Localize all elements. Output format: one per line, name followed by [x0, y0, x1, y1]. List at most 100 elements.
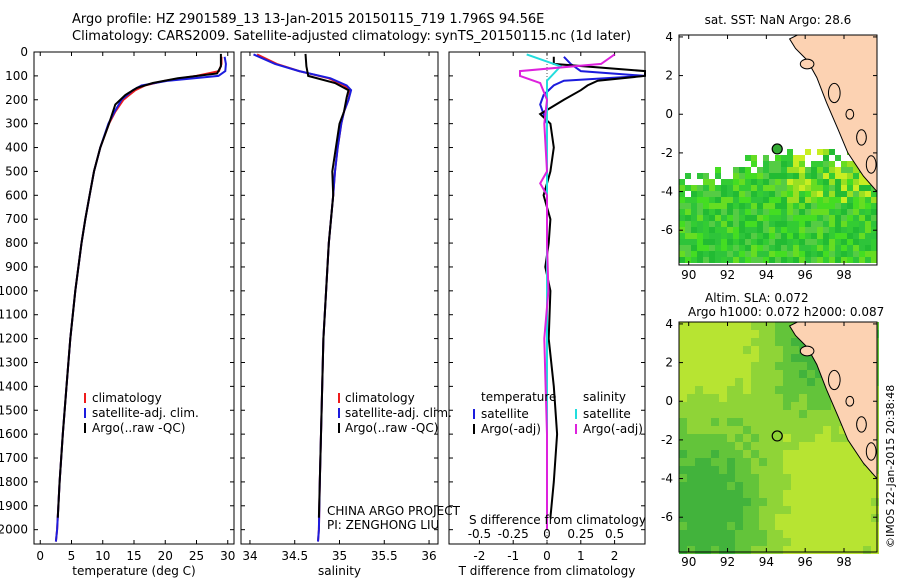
- sla-cell: [727, 338, 735, 346]
- sst-cell: [835, 185, 841, 191]
- sla-cell: [687, 386, 695, 394]
- lat-tick-label: -6: [661, 223, 673, 237]
- sst-cell: [811, 227, 817, 233]
- sla-cell: [711, 330, 719, 338]
- x-axis-label: temperature (deg C): [72, 564, 195, 578]
- sla-cell: [703, 386, 711, 394]
- sst-cell: [757, 185, 763, 191]
- sla-cell: [807, 482, 815, 490]
- sst-cell: [847, 203, 853, 209]
- sla-cell: [743, 418, 751, 426]
- sst-cell: [715, 251, 721, 257]
- sst-cell: [787, 179, 793, 185]
- sst-cell: [865, 203, 871, 209]
- sst-cell: [721, 245, 727, 251]
- sst-cell: [811, 215, 817, 221]
- land-island: [856, 416, 867, 433]
- sst-cell: [757, 167, 763, 173]
- sst-cell: [787, 161, 793, 167]
- sla-cell: [775, 362, 783, 370]
- sst-cell: [763, 173, 769, 179]
- sst-cell: [793, 155, 799, 161]
- sla-cell: [687, 442, 695, 450]
- sst-cell: [841, 179, 847, 185]
- sla-cell: [687, 402, 695, 410]
- sla-cell: [783, 474, 791, 482]
- sla-cell: [775, 450, 783, 458]
- sst-cell: [829, 227, 835, 233]
- depth-tick-label: 1600: [0, 427, 28, 441]
- x-tick-label: 2: [611, 549, 619, 563]
- sst-cell: [727, 221, 733, 227]
- sst-cell: [781, 197, 787, 203]
- depth-tick-label: 700: [5, 212, 28, 226]
- sst-cell: [733, 179, 739, 185]
- sst-cell: [817, 197, 823, 203]
- sla-cell: [791, 410, 799, 418]
- sst-cell: [715, 245, 721, 251]
- sla-cell: [735, 346, 743, 354]
- sla-cell: [735, 338, 743, 346]
- sla-cell: [783, 482, 791, 490]
- s-tick-label: -0.5: [468, 527, 491, 541]
- sst-cell: [697, 233, 703, 239]
- sst-cell: [835, 245, 841, 251]
- sla-cell: [695, 474, 703, 482]
- sst-cell: [853, 179, 859, 185]
- sst-cell: [835, 209, 841, 215]
- sst-cell: [817, 209, 823, 215]
- sla-cell: [719, 378, 727, 386]
- sla-cell: [799, 354, 807, 362]
- sst-cell: [829, 239, 835, 245]
- sst-cell: [775, 191, 781, 197]
- s-tick-label: -0.25: [498, 527, 529, 541]
- sst-cell: [685, 251, 691, 257]
- sla-cell: [767, 330, 775, 338]
- sst-cell: [739, 227, 745, 233]
- sla-cell: [775, 442, 783, 450]
- sla-cell: [791, 514, 799, 522]
- sla-cell: [743, 338, 751, 346]
- sla-cell: [695, 410, 703, 418]
- sst-cell: [739, 215, 745, 221]
- sla-cell: [719, 474, 727, 482]
- sla-cell: [815, 386, 823, 394]
- x-tick-label: 5: [68, 549, 76, 563]
- sst-cell: [829, 191, 835, 197]
- sla-cell: [703, 402, 711, 410]
- sla-cell: [799, 546, 807, 554]
- lat-tick-label: 0: [665, 107, 673, 121]
- sla-cell: [823, 426, 831, 434]
- x-tick-label: 25: [189, 549, 204, 563]
- sla-cell: [759, 394, 767, 402]
- x-tick-label: 0: [543, 549, 551, 563]
- sst-cell: [739, 203, 745, 209]
- sla-cell: [679, 538, 687, 546]
- sst-cell: [835, 155, 841, 161]
- sst-cell: [793, 191, 799, 197]
- sla-cell: [799, 402, 807, 410]
- sla-cell: [783, 426, 791, 434]
- land-island: [865, 155, 877, 174]
- sla-cell: [735, 442, 743, 450]
- sst-cell: [859, 239, 865, 245]
- sla-cell: [847, 466, 855, 474]
- sla-cell: [807, 362, 815, 370]
- sla-cell: [703, 434, 711, 442]
- s-tick-label: 0.5: [605, 527, 624, 541]
- sst-cell: [787, 149, 793, 155]
- sst-cell: [703, 173, 709, 179]
- sla-cell: [831, 546, 839, 554]
- sst-cell: [799, 251, 805, 257]
- sla-cell: [695, 354, 703, 362]
- sst-cell: [793, 173, 799, 179]
- sla-cell: [791, 394, 799, 402]
- sst-cell: [703, 221, 709, 227]
- sla-cell: [751, 434, 759, 442]
- sst-cell: [775, 209, 781, 215]
- lat-tick-label: -2: [661, 146, 673, 160]
- sla-cell: [751, 514, 759, 522]
- sst-cell: [727, 197, 733, 203]
- sst-cell: [781, 185, 787, 191]
- sst-cell: [811, 221, 817, 227]
